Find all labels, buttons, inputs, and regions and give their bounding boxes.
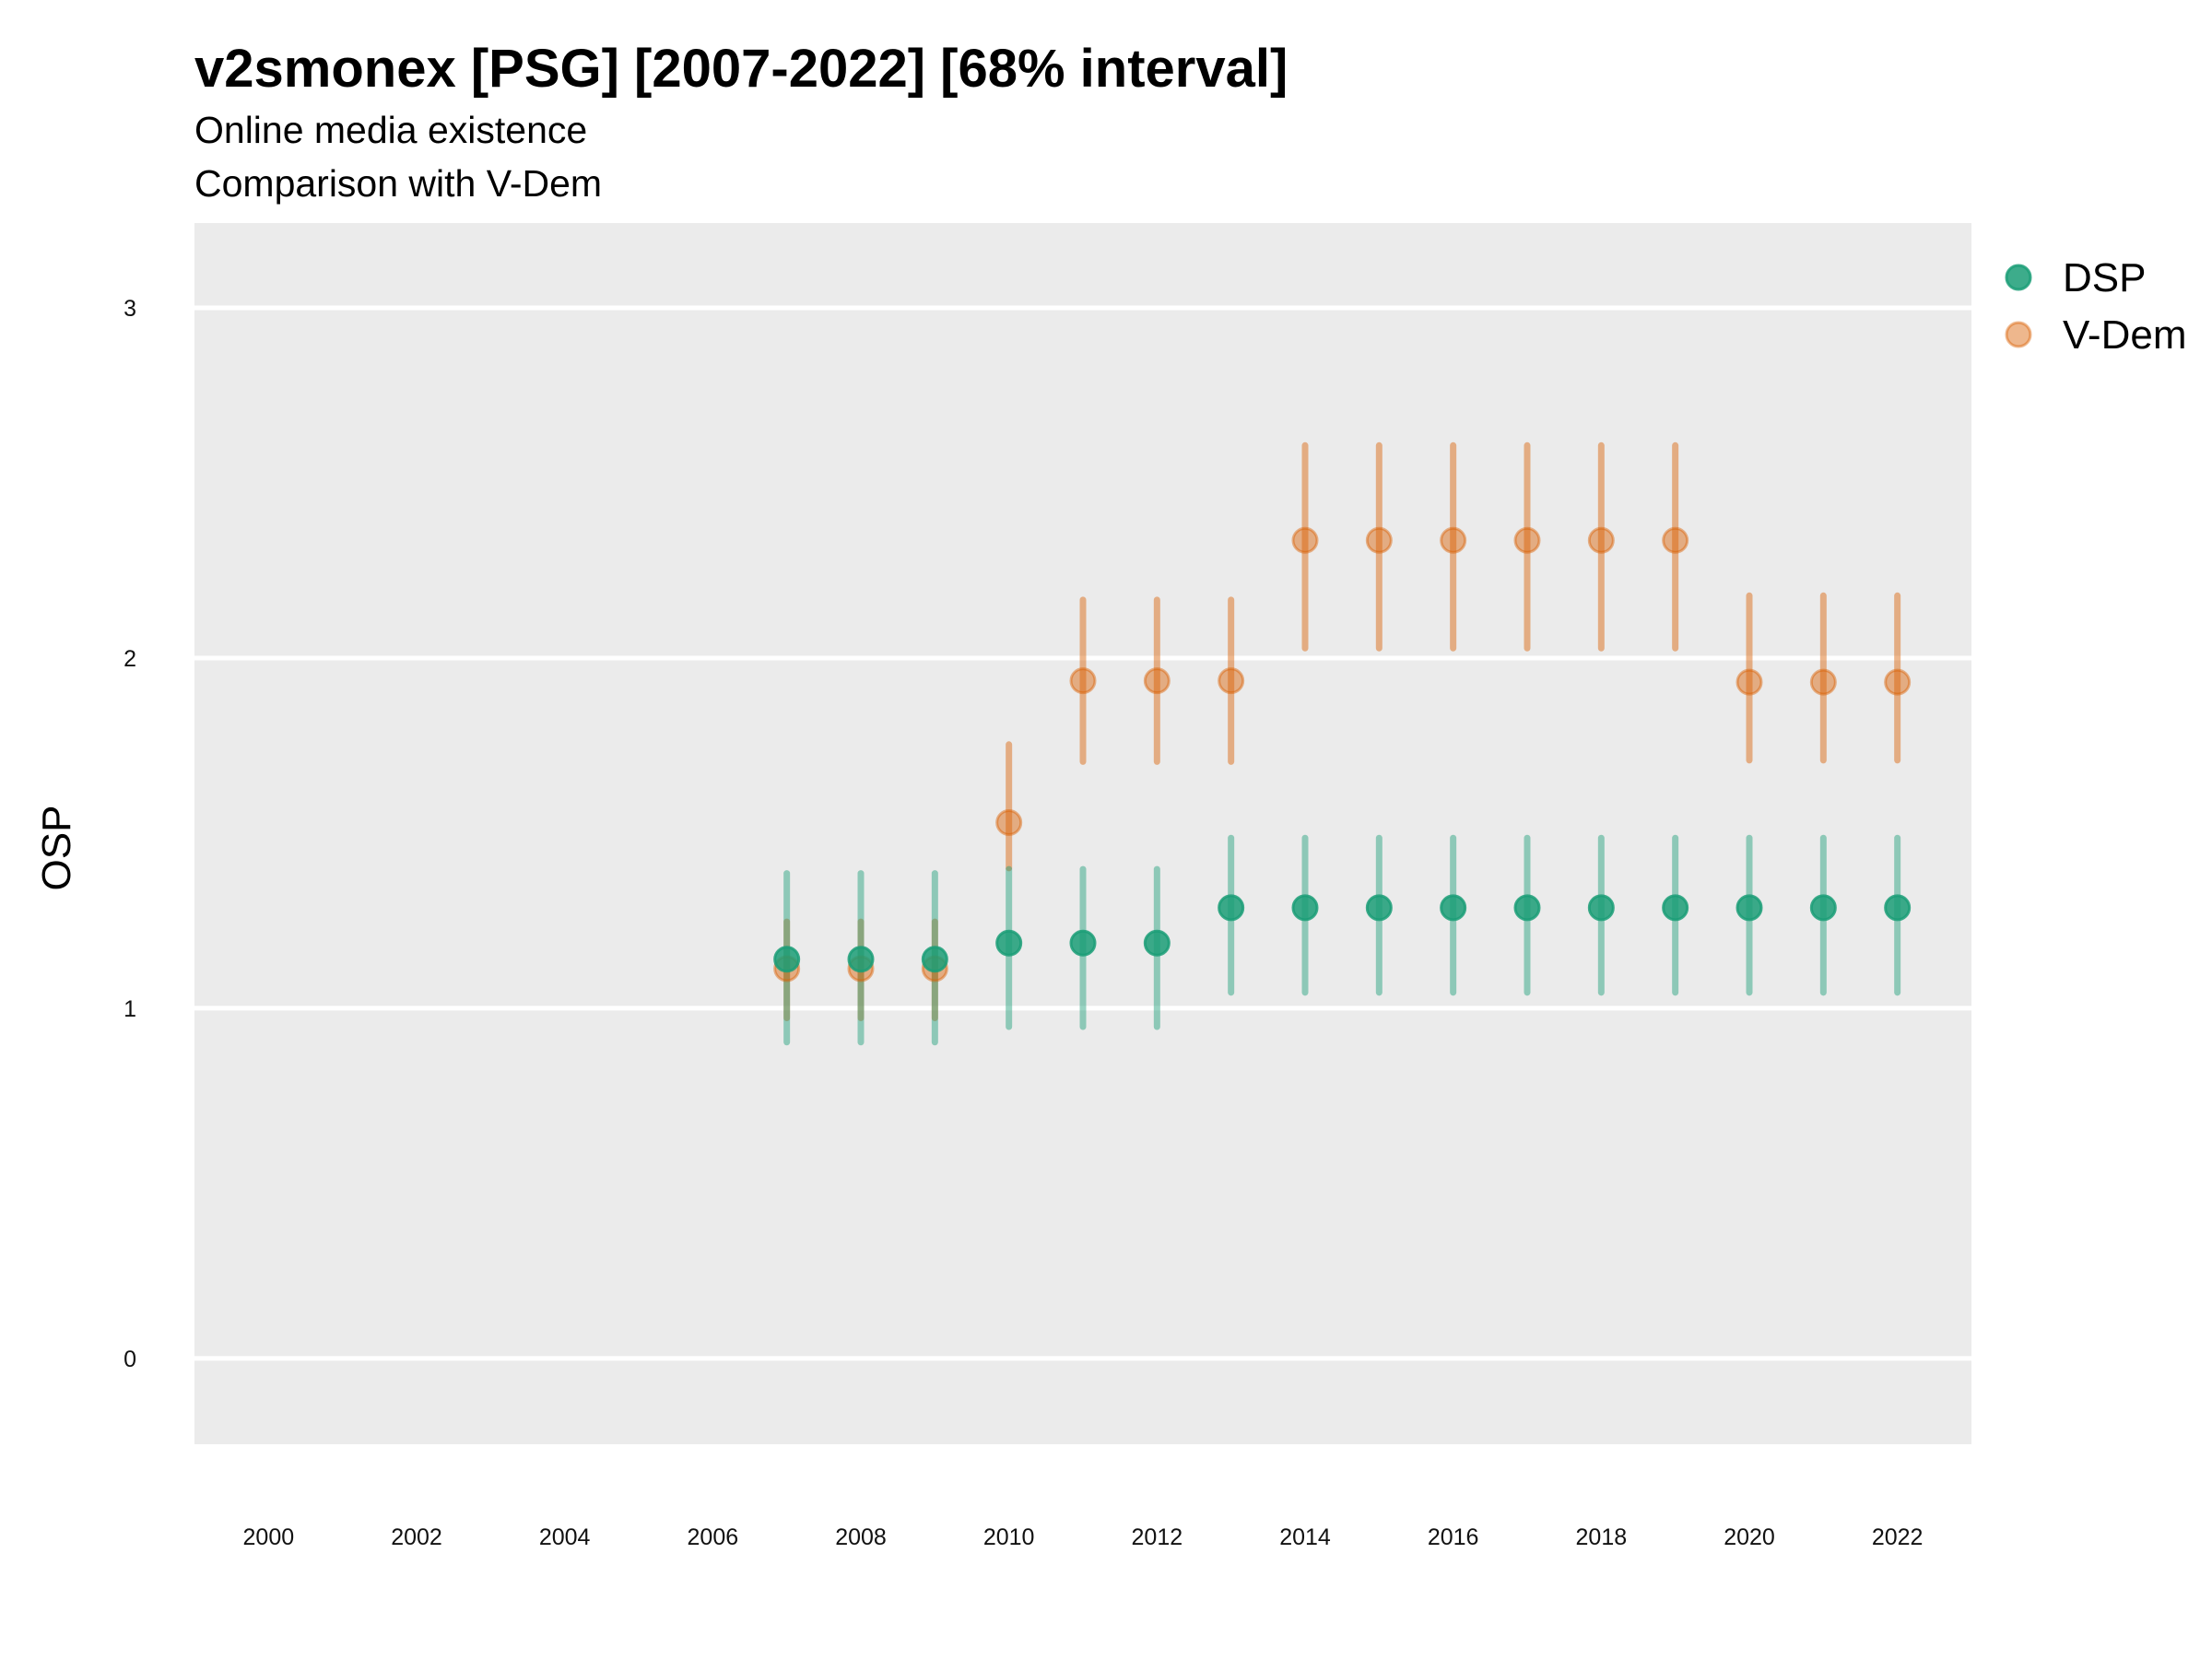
dsp-point: [847, 946, 875, 973]
dsp-point: [1884, 894, 1912, 922]
vdem-point: [1884, 668, 1912, 696]
dsp-point: [1662, 894, 1689, 922]
dsp-point: [1440, 894, 1467, 922]
dsp-point: [921, 946, 948, 973]
dsp-point: [1069, 929, 1097, 957]
data-marks: [773, 441, 1912, 1046]
x-tick-label: 2000: [243, 1524, 295, 1550]
dsp-point: [995, 929, 1023, 957]
x-tick-label: 2010: [983, 1524, 1035, 1550]
vdem-point: [1218, 667, 1245, 695]
vdem-point: [1291, 526, 1319, 554]
dsp-point: [1809, 894, 1837, 922]
y-tick-label: 3: [124, 296, 136, 322]
gridlines: [158, 305, 1971, 1361]
vdem-point: [1809, 668, 1837, 696]
dsp-point: [1365, 894, 1393, 922]
dsp-point: [1513, 894, 1541, 922]
plot-panel: [194, 223, 1971, 1444]
vdem-point: [1662, 526, 1689, 554]
x-tick-label: 2012: [1132, 1524, 1183, 1550]
legend-label-dsp: DSP: [2063, 255, 2146, 300]
vdem-point: [1365, 526, 1393, 554]
y-tick-label: 2: [124, 646, 136, 672]
y-tick-labels: 0 1 2 3: [124, 296, 136, 1372]
dsp-point: [1587, 894, 1615, 922]
x-tick-labels: 2000 2002 2004 2006 2008 2010 2012 2014 2016 2018…: [243, 1524, 1924, 1550]
legend-label-vdem: V-Dem: [2063, 312, 2186, 358]
dsp-point: [1218, 894, 1245, 922]
chart-subtitle-line-2: Comparison with V-Dem: [194, 162, 602, 205]
vdem-point: [1735, 668, 1763, 696]
dsp-point: [1143, 929, 1171, 957]
legend-key-dsp: [2005, 264, 2032, 291]
chart-subtitle-line-1: Online media existence: [194, 109, 587, 151]
chart-title: v2smonex [PSG] [2007-2022] [68% interval…: [194, 39, 1288, 99]
vdem-point: [1143, 667, 1171, 695]
x-tick-label: 2016: [1428, 1524, 1479, 1550]
dsp-point: [1291, 894, 1319, 922]
x-tick-label: 2022: [1872, 1524, 1924, 1550]
vdem-point: [1440, 526, 1467, 554]
y-tick-label: 0: [124, 1347, 136, 1372]
x-tick-label: 2020: [1724, 1524, 1775, 1550]
legend: DSP V-Dem: [2005, 255, 2186, 358]
x-tick-label: 2006: [688, 1524, 739, 1550]
y-tick-label: 1: [124, 996, 136, 1022]
dsp-point: [773, 946, 801, 973]
x-tick-label: 2002: [391, 1524, 442, 1550]
x-tick-label: 2014: [1279, 1524, 1331, 1550]
legend-key-vdem: [2005, 321, 2032, 348]
y-axis-label: OSP: [34, 806, 79, 891]
vdem-point: [995, 809, 1023, 837]
vdem-point: [1513, 526, 1541, 554]
dsp-point: [1735, 894, 1763, 922]
x-tick-label: 2018: [1576, 1524, 1628, 1550]
x-tick-label: 2008: [835, 1524, 887, 1550]
vdem-point: [1587, 526, 1615, 554]
x-tick-label: 2004: [539, 1524, 591, 1550]
vdem-point: [1069, 667, 1097, 695]
